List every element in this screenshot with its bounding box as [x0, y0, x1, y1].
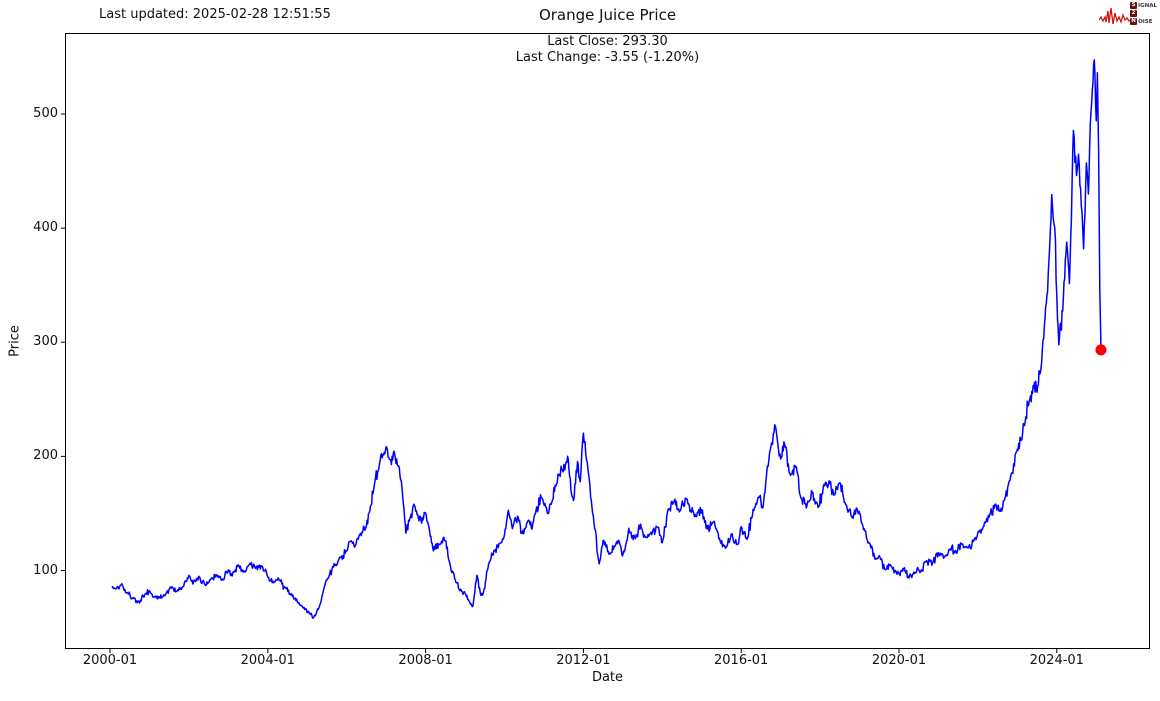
y-tick-label: 200	[33, 448, 58, 464]
last-price-marker	[1095, 344, 1107, 356]
logo-row-noise: N OISE	[1130, 18, 1153, 25]
x-tick-label: 2008-01	[398, 653, 453, 668]
signal2noise-logo: S IGNAL 2 N OISE	[1099, 2, 1157, 29]
y-tick-label: 300	[33, 334, 58, 350]
logo-noise-text: OISE	[1138, 18, 1153, 25]
x-tick-label: 2024-01	[1029, 653, 1084, 668]
logo-2-box: 2	[1130, 10, 1138, 17]
last-close-annotation: Last Close: 293.30	[547, 34, 668, 49]
x-tick-label: 2000-01	[82, 653, 138, 668]
last-change-annotation: Last Change: -3.55 (-1.20%)	[515, 50, 700, 65]
x-tick-label: 2020-01	[871, 653, 927, 668]
x-tick-label: 2004-01	[240, 653, 295, 668]
logo-s-box: S	[1130, 2, 1138, 9]
waveform-icon	[1099, 7, 1133, 25]
logo-n-box: N	[1130, 18, 1138, 25]
y-tick-label: 400	[33, 220, 58, 236]
logo-row-2: 2	[1130, 10, 1138, 17]
price-line	[111, 59, 1102, 619]
y-tick-label: 500	[33, 106, 58, 122]
y-tick-label: 100	[33, 562, 58, 578]
plot-border	[65, 33, 1150, 649]
chart-title: Orange Juice Price	[538, 6, 677, 24]
last-updated-text: Last updated: 2025-02-28 12:51:55	[99, 7, 331, 22]
logo-row-signal: S IGNAL	[1130, 2, 1157, 9]
logo-signal-text: IGNAL	[1138, 2, 1157, 9]
x-tick-label: 2012-01	[556, 653, 611, 668]
x-tick-label: 2016-01	[714, 653, 769, 668]
x-axis-label: Date	[591, 670, 624, 685]
